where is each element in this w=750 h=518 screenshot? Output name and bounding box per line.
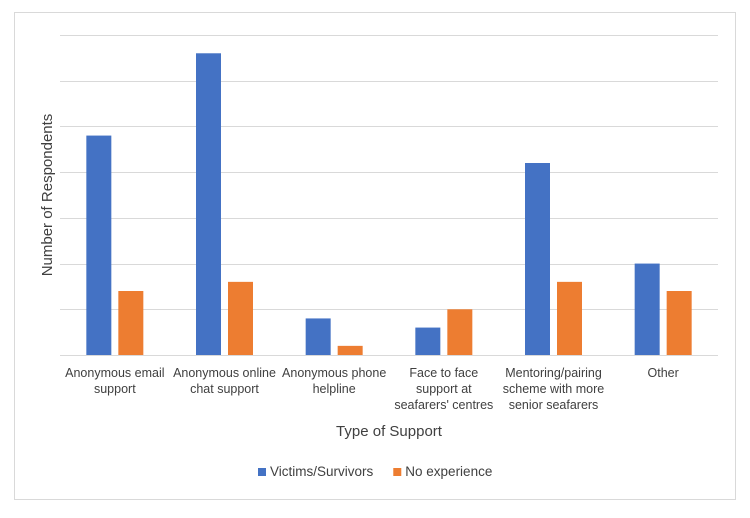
bar-no-experience-4 bbox=[557, 281, 582, 355]
bar-no-experience-1 bbox=[228, 281, 253, 355]
x-tick-label: Face to face support at seafarers' centres bbox=[394, 366, 493, 412]
bar-victims-survivors-4 bbox=[525, 163, 550, 355]
legend-label: Victims/Survivors bbox=[270, 464, 374, 479]
bar-victims-survivors-1 bbox=[196, 53, 221, 356]
bar-victims-survivors-2 bbox=[305, 318, 331, 355]
x-tick-label: Mentoring/pairing scheme with more senior … bbox=[503, 366, 604, 412]
bars bbox=[86, 53, 692, 356]
x-tick-label: Anonymous online chat support bbox=[173, 366, 276, 396]
bar-no-experience-3 bbox=[447, 309, 473, 355]
legend: Victims/Survivors No experience bbox=[258, 464, 492, 479]
x-tick-label: Other bbox=[648, 366, 679, 380]
x-tick-labels: Anonymous email support Anonymous online ch… bbox=[65, 366, 679, 412]
legend-label: No experience bbox=[405, 464, 492, 479]
x-tick-label: Anonymous email support bbox=[65, 366, 164, 396]
y-axis-title: Number of Respondents bbox=[39, 114, 56, 277]
legend-swatch bbox=[258, 468, 266, 476]
bar-no-experience-2 bbox=[337, 345, 363, 355]
chart-frame bbox=[14, 12, 736, 500]
legend-swatch bbox=[393, 468, 402, 476]
bar-victims-survivors-5 bbox=[634, 263, 660, 355]
gridlines bbox=[60, 35, 718, 310]
bar-victims-survivors-3 bbox=[415, 327, 441, 355]
x-tick-label: Anonymous phone helpline bbox=[282, 366, 386, 396]
bar-victims-survivors-0 bbox=[86, 135, 112, 355]
bar-no-experience-0 bbox=[118, 291, 144, 355]
bar-no-experience-5 bbox=[666, 291, 692, 355]
x-axis-title: Type of Support bbox=[336, 423, 443, 440]
